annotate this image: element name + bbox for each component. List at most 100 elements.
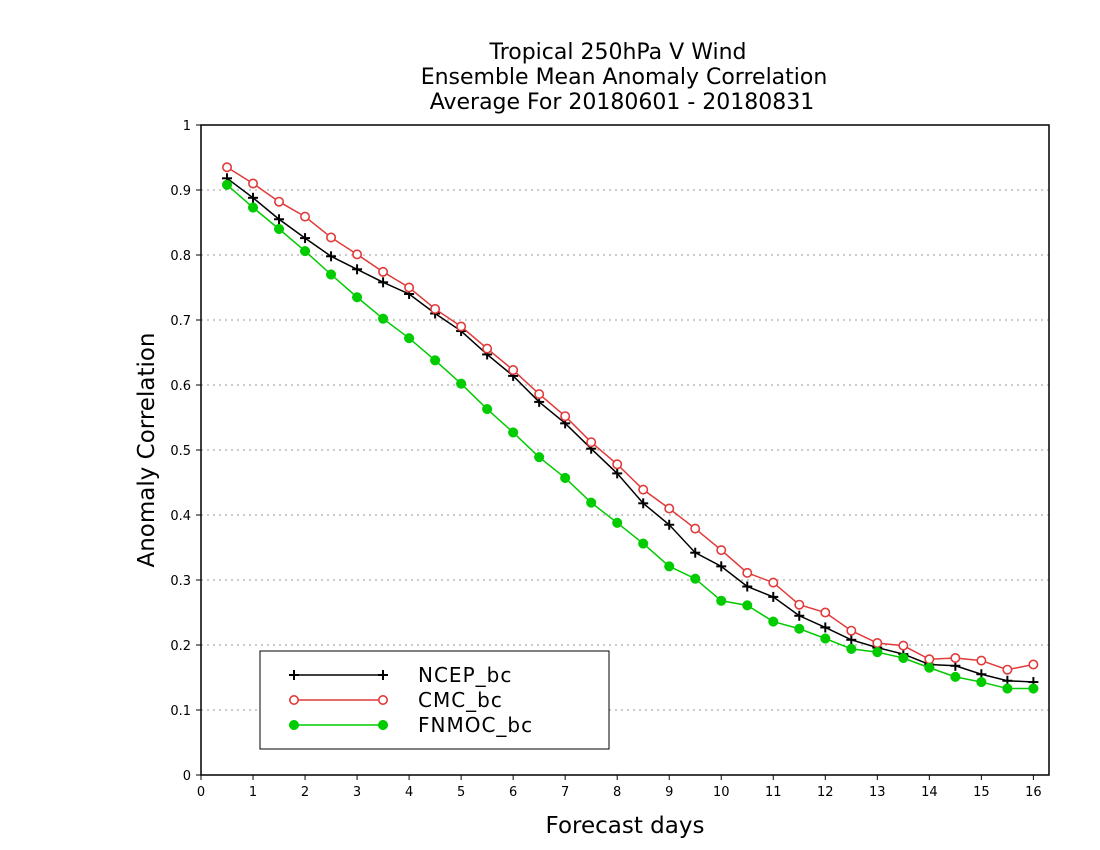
title-line-3: Average For 20180601 - 20180831 bbox=[430, 90, 815, 115]
y-tick-label: 0.1 bbox=[170, 704, 191, 719]
legend-label-ncep-bc: NCEP_bc bbox=[418, 663, 512, 687]
data-point-fnmoc-bc bbox=[534, 452, 545, 463]
x-tick-label: 5 bbox=[457, 785, 465, 800]
series-ncep-bc bbox=[222, 173, 1039, 688]
legend-marker bbox=[288, 694, 299, 705]
data-point-fnmoc-bc bbox=[794, 623, 805, 634]
data-point-cmc-bc bbox=[404, 282, 415, 293]
data-point-cmc-bc bbox=[976, 655, 987, 666]
data-point-cmc-bc bbox=[274, 196, 285, 207]
y-tick-label: 0.9 bbox=[170, 184, 191, 199]
data-point-fnmoc-bc bbox=[950, 671, 961, 682]
data-point-cmc-bc bbox=[326, 232, 337, 243]
data-point-ncep-bc bbox=[612, 468, 623, 479]
x-tick-label: 4 bbox=[405, 785, 413, 800]
x-axis-label: Forecast days bbox=[546, 813, 705, 839]
data-point-cmc-bc bbox=[898, 640, 909, 651]
data-point-fnmoc-bc bbox=[924, 662, 935, 673]
data-point-fnmoc-bc bbox=[273, 223, 285, 235]
x-tick-label: 7 bbox=[561, 785, 569, 800]
x-tick-label: 8 bbox=[613, 785, 621, 800]
data-point-fnmoc-bc bbox=[482, 404, 493, 415]
data-point-ncep-bc bbox=[846, 634, 857, 645]
y-tick-label: 0.8 bbox=[170, 249, 191, 264]
data-point-fnmoc-bc bbox=[768, 616, 779, 627]
legend-marker bbox=[378, 670, 388, 680]
x-tick-label: 15 bbox=[973, 785, 990, 800]
data-point-ncep-bc bbox=[716, 561, 727, 572]
y-tick-label: 0.5 bbox=[170, 444, 191, 459]
data-point-fnmoc-bc bbox=[404, 333, 415, 344]
data-point-ncep-bc bbox=[378, 277, 389, 288]
data-point-ncep-bc bbox=[742, 581, 753, 592]
data-point-fnmoc-bc bbox=[1002, 683, 1013, 694]
data-point-fnmoc-bc bbox=[430, 355, 441, 366]
data-point-fnmoc-bc bbox=[247, 202, 259, 213]
data-point-fnmoc-bc bbox=[612, 517, 623, 528]
x-tick-label: 13 bbox=[869, 785, 886, 800]
series-line-cmc-bc bbox=[226, 166, 1034, 671]
data-point-fnmoc-bc bbox=[456, 378, 467, 389]
data-point-cmc-bc bbox=[612, 459, 623, 470]
y-axis-label: Anomaly Correlation bbox=[134, 332, 160, 567]
y-tick-label: 0.7 bbox=[170, 314, 191, 329]
data-point-fnmoc-bc bbox=[872, 647, 883, 658]
legend-marker bbox=[288, 719, 300, 731]
x-tick-label: 0 bbox=[197, 785, 205, 800]
title-line-2: Ensemble Mean Anomaly Correlation bbox=[421, 65, 828, 90]
data-point-cmc-bc bbox=[586, 437, 597, 448]
data-point-cmc-bc bbox=[508, 365, 519, 376]
data-point-fnmoc-bc bbox=[976, 677, 987, 688]
data-point-cmc-bc bbox=[950, 652, 961, 663]
series-cmc-bc bbox=[222, 162, 1039, 675]
x-tick-label: 14 bbox=[921, 785, 938, 800]
data-point-ncep-bc bbox=[820, 622, 831, 633]
legend-label-cmc-bc: CMC_bc bbox=[418, 688, 503, 712]
data-point-cmc-bc bbox=[456, 321, 467, 332]
x-tick-label: 10 bbox=[713, 785, 730, 800]
legend-label-fnmoc-bc: FNMOC_bc bbox=[418, 713, 533, 737]
data-point-cmc-bc bbox=[638, 484, 649, 495]
axis-ticks: 00.10.20.30.40.50.60.70.80.910 1 2 3 4 5 6 7 8 9 1… bbox=[170, 119, 1041, 800]
x-tick-label: 1 bbox=[249, 785, 257, 800]
data-point-cmc-bc bbox=[248, 178, 259, 189]
data-point-ncep-bc bbox=[768, 591, 779, 602]
y-tick-label: 1 bbox=[183, 119, 191, 134]
data-point-ncep-bc bbox=[794, 610, 805, 621]
series-line-ncep-bc bbox=[226, 177, 1034, 683]
data-point-ncep-bc bbox=[638, 498, 649, 509]
data-point-fnmoc-bc bbox=[716, 595, 727, 606]
legend-entry-ncep-bc: NCEP_bc bbox=[289, 663, 512, 687]
data-point-fnmoc-bc bbox=[664, 561, 675, 572]
x-tick-label: 6 bbox=[509, 785, 517, 800]
legend-marker bbox=[377, 719, 389, 731]
data-point-cmc-bc bbox=[690, 523, 701, 534]
data-point-ncep-bc bbox=[352, 264, 363, 275]
data-point-ncep-bc bbox=[690, 547, 701, 558]
data-point-fnmoc-bc bbox=[820, 633, 831, 644]
data-point-ncep-bc bbox=[248, 192, 259, 203]
series-fnmoc-bc bbox=[221, 179, 1039, 694]
series-line-fnmoc-bc bbox=[226, 184, 1034, 690]
data-point-cmc-bc bbox=[768, 577, 779, 588]
data-point-cmc-bc bbox=[560, 411, 571, 422]
data-point-fnmoc-bc bbox=[299, 246, 311, 257]
data-point-fnmoc-bc bbox=[1028, 683, 1039, 694]
data-point-cmc-bc bbox=[222, 162, 233, 173]
data-point-cmc-bc bbox=[664, 503, 675, 514]
data-point-cmc-bc bbox=[846, 625, 857, 636]
data-point-cmc-bc bbox=[352, 249, 363, 260]
y-tick-label: 0.6 bbox=[170, 379, 191, 394]
x-tick-label: 16 bbox=[1025, 785, 1042, 800]
data-point-fnmoc-bc bbox=[352, 292, 363, 303]
series-layer bbox=[221, 162, 1039, 694]
data-point-cmc-bc bbox=[820, 607, 831, 618]
data-point-cmc-bc bbox=[378, 266, 389, 277]
data-point-ncep-bc bbox=[664, 519, 675, 530]
title-line-1: Tropical 250hPa V Wind bbox=[488, 40, 746, 65]
data-point-cmc-bc bbox=[430, 303, 441, 314]
data-point-cmc-bc bbox=[1028, 659, 1039, 670]
data-point-cmc-bc bbox=[300, 211, 311, 222]
data-point-fnmoc-bc bbox=[846, 643, 857, 654]
